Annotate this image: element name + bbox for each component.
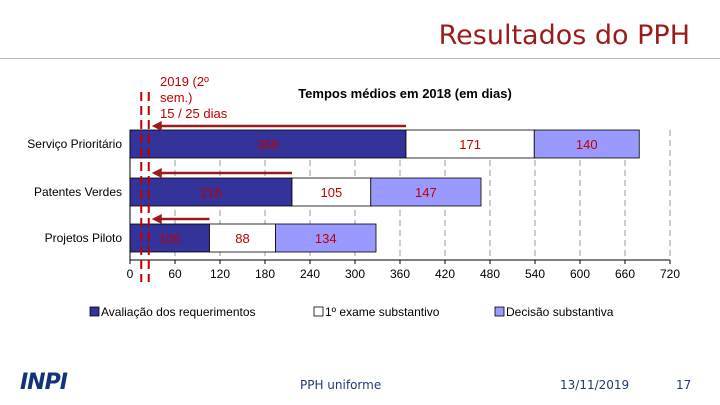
data-label: 147 xyxy=(415,185,437,200)
data-label: 88 xyxy=(235,231,249,246)
footer-center-text: PPH uniforme xyxy=(300,378,382,392)
bar-segment xyxy=(129,223,210,253)
x-tick-label: 120 xyxy=(210,267,230,281)
data-label: 140 xyxy=(576,137,598,152)
x-tick-label: 600 xyxy=(570,267,590,281)
x-tick-label: 300 xyxy=(345,267,365,281)
title-divider xyxy=(0,58,720,59)
bars-layer xyxy=(129,129,640,253)
callout-line-3: 15 / 25 dias xyxy=(160,106,228,121)
category-label: Projetos Piloto xyxy=(45,231,123,245)
callout-line-2: sem.) xyxy=(160,90,193,105)
x-tick-label: 480 xyxy=(480,267,500,281)
data-label: 368 xyxy=(257,137,279,152)
bar-segment xyxy=(129,129,407,159)
data-label: 105 xyxy=(321,185,343,200)
page-number: 17 xyxy=(676,378,692,392)
slide-title: Resultados do PPH xyxy=(438,20,690,51)
x-tick-label: 0 xyxy=(127,267,134,281)
data-label: 216 xyxy=(200,185,222,200)
category-label: Serviço Prioritário xyxy=(27,137,122,151)
x-tick-label: 240 xyxy=(300,267,320,281)
bar-segment xyxy=(291,177,372,207)
x-tick-label: 720 xyxy=(660,267,680,281)
footer-date: 13/11/2019 xyxy=(560,378,630,392)
x-tick-label: 60 xyxy=(168,267,182,281)
callout-line-1: 2019 (2º xyxy=(160,74,209,89)
arrow-head xyxy=(151,168,162,178)
arrow-head xyxy=(151,121,162,131)
legend-swatch xyxy=(313,306,324,317)
bar-segment xyxy=(275,223,377,253)
arrow-head xyxy=(151,214,162,224)
x-tick-label: 180 xyxy=(255,267,275,281)
legend-label: Decisão substantiva xyxy=(506,305,614,319)
legend-label: 1º exame substantivo xyxy=(325,305,440,319)
x-tick-label: 540 xyxy=(525,267,545,281)
category-label: Patentes Verdes xyxy=(34,185,122,199)
x-tick-label: 420 xyxy=(435,267,455,281)
bar-segment xyxy=(370,177,482,207)
data-label: 134 xyxy=(315,231,337,246)
x-tick-label: 660 xyxy=(615,267,635,281)
bar-segment xyxy=(129,177,293,207)
data-label: 171 xyxy=(459,137,481,152)
legend-label: Avaliação dos requerimentos xyxy=(101,305,256,319)
chart-title: Tempos médios em 2018 (em dias) xyxy=(298,86,512,101)
legend-swatch xyxy=(89,306,100,317)
legend-swatch xyxy=(494,306,505,317)
bar-segment xyxy=(405,129,535,159)
overlay-layer xyxy=(140,92,406,282)
x-tick-label: 360 xyxy=(390,267,410,281)
bar-segment xyxy=(533,129,640,159)
labels-layer: 0 60 120 180 240 300 360 420 480 540 600 660 720 368 1… xyxy=(27,137,680,319)
data-label: 106 xyxy=(159,231,181,246)
inpi-logo: INPI xyxy=(20,370,68,395)
